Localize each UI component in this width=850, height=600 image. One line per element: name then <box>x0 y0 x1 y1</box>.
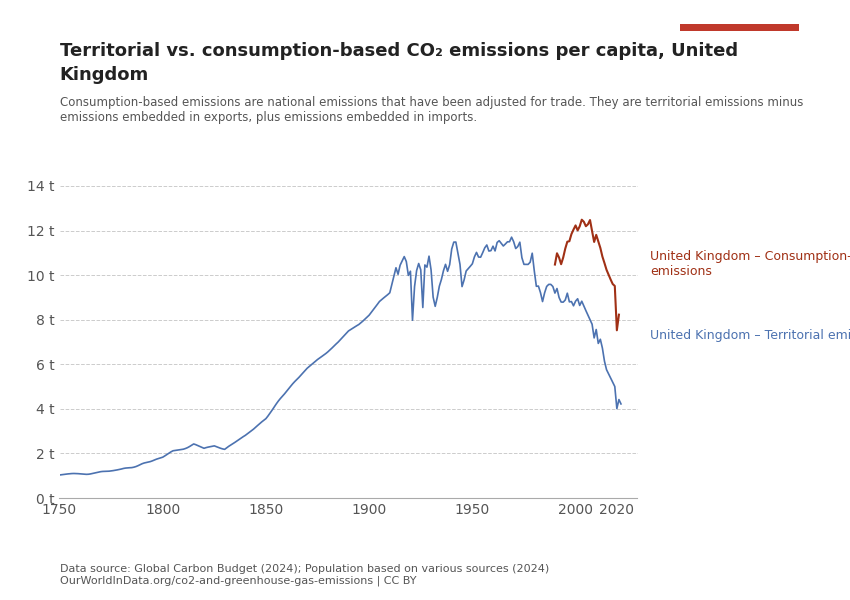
Text: Consumption-based emissions are national emissions that have been adjusted for t: Consumption-based emissions are national… <box>60 96 803 124</box>
Text: in Data: in Data <box>720 50 759 60</box>
Text: Territorial vs. consumption-based CO₂ emissions per capita, United: Territorial vs. consumption-based CO₂ em… <box>60 42 738 60</box>
Text: United Kingdom – Consumption-based
emissions: United Kingdom – Consumption-based emiss… <box>650 250 850 278</box>
Bar <box>680 24 799 31</box>
Text: United Kingdom – Territorial emissions: United Kingdom – Territorial emissions <box>650 329 850 343</box>
Text: Our World: Our World <box>711 36 768 46</box>
Text: Data source: Global Carbon Budget (2024); Population based on various sources (2: Data source: Global Carbon Budget (2024)… <box>60 564 549 586</box>
Text: Kingdom: Kingdom <box>60 66 149 84</box>
